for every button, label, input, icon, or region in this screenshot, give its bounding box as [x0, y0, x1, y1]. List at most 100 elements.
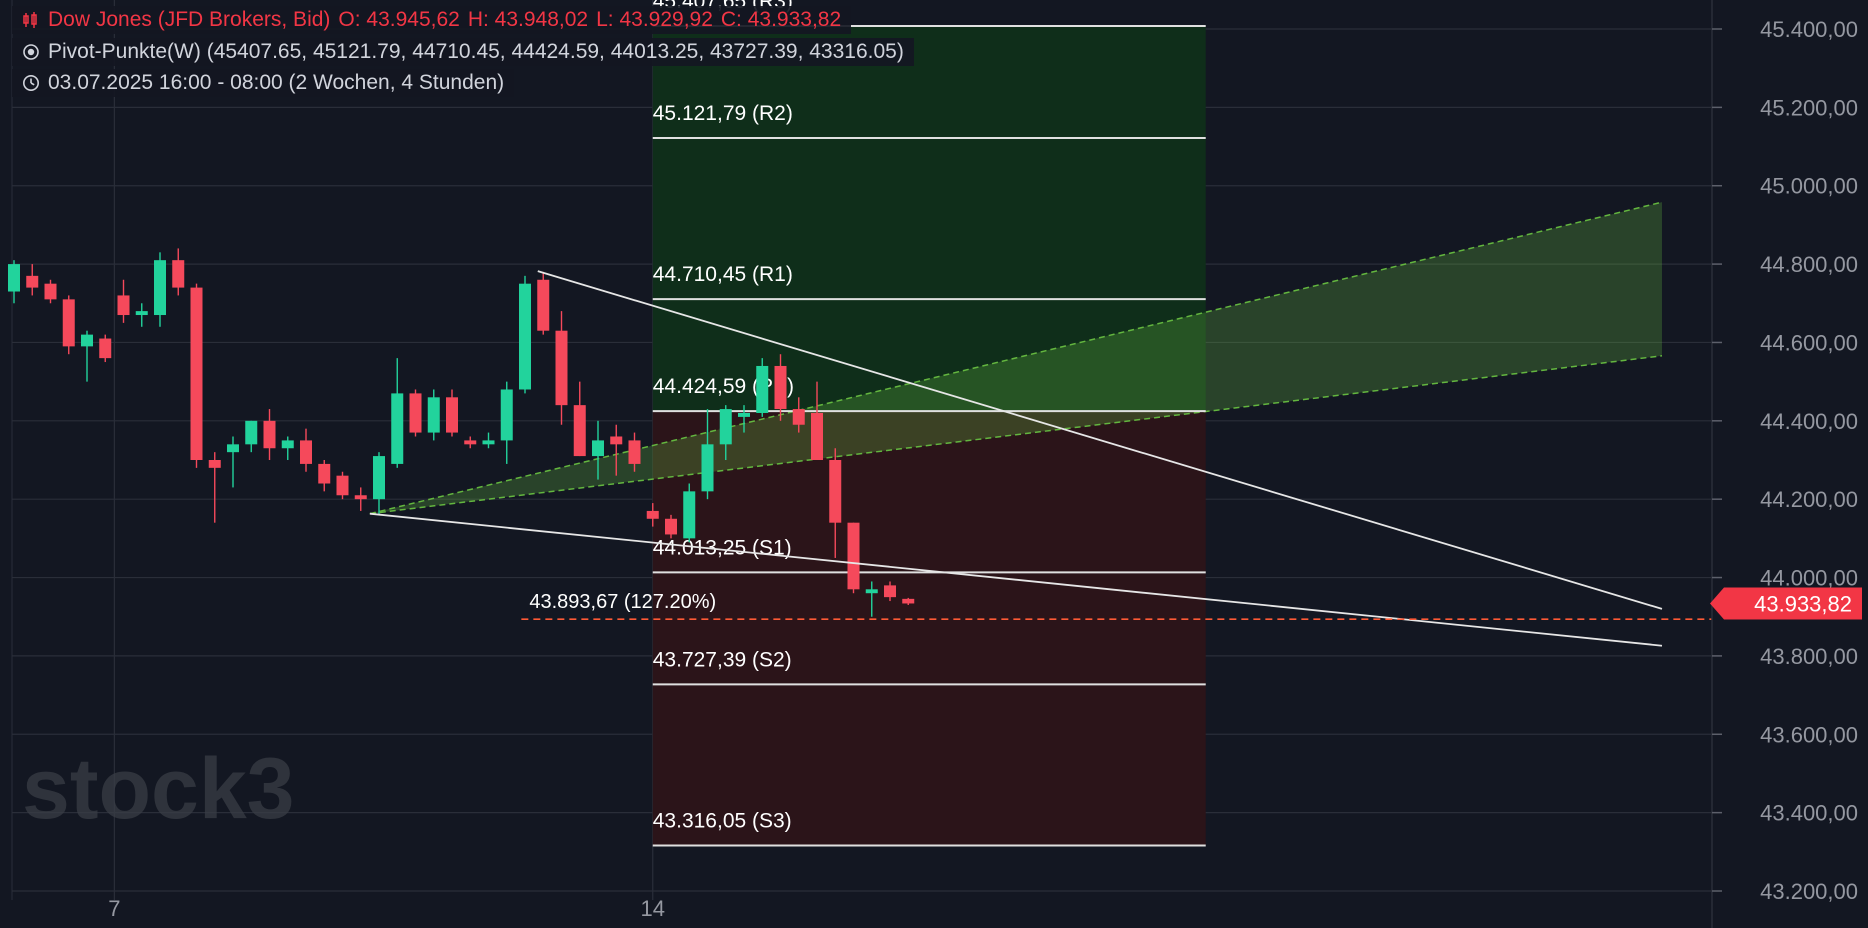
- candle-body: [555, 330, 568, 406]
- channel-lower-line[interactable]: [369, 355, 1663, 515]
- candle: [26, 264, 39, 296]
- pivot-zones: [652, 26, 1206, 846]
- candle: [300, 428, 312, 472]
- price-tick-label: 43.600,00: [1760, 722, 1858, 747]
- candle-body: [391, 393, 404, 464]
- candle-body: [537, 279, 550, 331]
- candle: [519, 275, 531, 394]
- candle-body: [500, 389, 513, 441]
- candle: [81, 330, 93, 382]
- range-text: 03.07.2025 16:00 - 08:00 (2 Wochen, 4 St…: [48, 71, 505, 94]
- pivot-label: 45.121,79 (R2): [653, 102, 793, 125]
- candle: [865, 581, 878, 617]
- pivot-label: 44.710,45 (R1): [653, 263, 793, 286]
- pivot-label: 43.316,05 (S3): [653, 810, 792, 833]
- candle-body: [902, 598, 915, 604]
- price-axis[interactable]: 45.400,00 45.200,00 45.000,00 44.800,00 44.6…: [1711, 0, 1858, 928]
- candle: [847, 522, 860, 594]
- candle-body: [409, 393, 422, 433]
- candle: [500, 381, 513, 464]
- candle-body: [154, 260, 166, 316]
- last-price-badge: [1710, 587, 1862, 620]
- candle: [154, 252, 166, 327]
- candle-body: [865, 589, 878, 594]
- symbol-legend[interactable]: Dow Jones (JFD Brokers, Bid) O: 43.945,6…: [12, 6, 852, 34]
- candle: [482, 432, 495, 449]
- candle: [135, 303, 148, 327]
- candle: [792, 397, 805, 433]
- candle: [683, 483, 696, 543]
- price-tick-label: 44.200,00: [1760, 487, 1858, 512]
- candle-body: [62, 299, 75, 347]
- candle-body: [646, 510, 659, 519]
- candle: [646, 503, 659, 527]
- price-tick-label: 45.400,00: [1760, 17, 1858, 42]
- candle-body: [227, 444, 239, 453]
- price-tick-label: 44.400,00: [1760, 409, 1858, 434]
- range-legend[interactable]: 03.07.2025 16:00 - 08:00 (2 Wochen, 4 St…: [12, 69, 515, 97]
- candlestick-series: [8, 248, 915, 617]
- candle: [354, 487, 367, 511]
- symbol-name: Dow Jones (JFD Brokers, Bid): [48, 8, 331, 31]
- channel-fill: [369, 202, 1662, 514]
- candle-body: [135, 311, 148, 316]
- candle: [8, 260, 20, 304]
- candle-body: [610, 436, 623, 445]
- candle-body: [44, 283, 57, 300]
- pivot-label: 43.727,39 (S2): [653, 648, 792, 671]
- candle-body: [482, 440, 495, 445]
- candle: [281, 436, 294, 460]
- candle-body: [573, 405, 586, 457]
- candle-body: [208, 460, 221, 468]
- candle: [208, 452, 221, 523]
- candle-body: [628, 440, 641, 464]
- candle: [227, 436, 239, 488]
- candle: [172, 248, 185, 296]
- pivot-label: 44.424,59 (PP): [653, 375, 794, 398]
- pivot-legend[interactable]: Pivot-Punkte(W) (45407.65, 45121.79, 447…: [12, 38, 914, 66]
- candle-body: [446, 397, 458, 433]
- candle-body: [665, 518, 677, 535]
- candle: [373, 452, 385, 515]
- candle-body: [701, 444, 714, 492]
- price-tick-label: 43.200,00: [1760, 879, 1858, 904]
- candle-body: [774, 365, 787, 410]
- price-tick-label: 44.600,00: [1760, 330, 1858, 355]
- fib-extension[interactable]: 43.893,67 (127.20%): [521, 591, 1712, 621]
- trendline[interactable]: [369, 512, 1663, 647]
- channel-upper-line[interactable]: [369, 201, 1663, 515]
- candle-body: [756, 365, 769, 413]
- trendline[interactable]: [537, 270, 1663, 610]
- last-price-label: 43.933,82: [1754, 591, 1852, 616]
- candle: [610, 424, 623, 476]
- candle-body: [719, 409, 732, 445]
- low-value: L: 43.929,92: [596, 8, 713, 31]
- price-tick-label: 45.200,00: [1760, 95, 1858, 120]
- price-tick-label: 44.000,00: [1760, 566, 1858, 591]
- candle-body: [738, 412, 750, 417]
- candle: [44, 279, 57, 304]
- price-tick-label: 43.400,00: [1760, 801, 1858, 826]
- time-axis[interactable]: 7 14: [108, 896, 665, 921]
- candle-body: [263, 420, 276, 449]
- candle: [774, 354, 787, 421]
- candle-body: [792, 409, 805, 425]
- last-price-marker: 43.933,82: [1710, 587, 1862, 620]
- candle-body: [373, 456, 385, 500]
- open-value: O: 43.945,62: [338, 8, 460, 31]
- candle: [701, 409, 714, 500]
- candle: [665, 514, 677, 539]
- candle-body: [592, 440, 604, 457]
- clock-icon: [23, 75, 39, 91]
- trend-channel[interactable]: [369, 201, 1663, 515]
- candle-body: [884, 585, 896, 598]
- trendlines[interactable]: [369, 270, 1663, 647]
- candle-body: [318, 463, 331, 484]
- candle: [573, 381, 586, 457]
- candle: [117, 279, 130, 323]
- candle: [756, 358, 769, 417]
- candle-body: [829, 460, 842, 523]
- candle: [884, 581, 896, 602]
- candle-body: [336, 475, 349, 496]
